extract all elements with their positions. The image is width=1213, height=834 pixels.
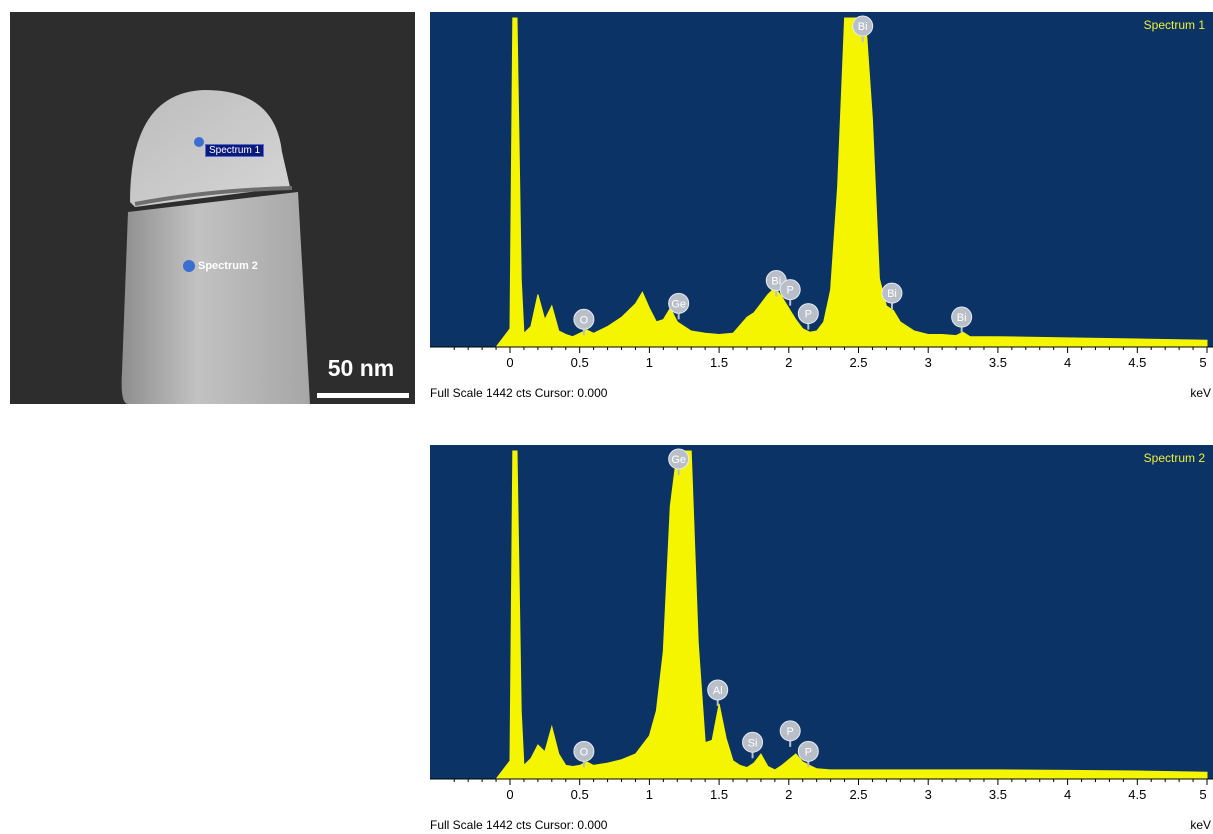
spectrum-2-x-tick-label: 0 — [506, 787, 513, 802]
spectrum-2-peak-label: Al — [713, 685, 723, 697]
spectrum-2-x-tick-label: 4.5 — [1128, 787, 1146, 802]
spectrum-1-svg: 0 0.5 1 1.5 2 2.5 3 3.5 4 4.5 5 O Ge Bi PP Bi Bi Bi — [430, 12, 1213, 370]
spectrum-1-x-tick-label: 4.5 — [1128, 355, 1146, 370]
scale-bar-label: 50 nm — [327, 355, 395, 381]
spectrum-1-peak-label: Bi — [771, 276, 781, 288]
spectrum-1-peak-marker-p: P — [797, 303, 819, 330]
spectrum-2-peak-label: Ge — [671, 454, 686, 466]
spectrum-2-x-tick-label: 1.5 — [710, 787, 728, 802]
spectrum-1-xlabel: keV — [1190, 386, 1211, 400]
spectrum-2-title: Spectrum 2 — [1143, 451, 1205, 465]
spectrum-2-peak-label: P — [805, 746, 812, 758]
spectrum-2-xlabel: keV — [1190, 818, 1211, 832]
spectrum-1-x-tick-label: 0.5 — [571, 355, 589, 370]
spectrum-1-peak-label: Bi — [858, 21, 868, 33]
nanowire-body — [121, 192, 310, 404]
spectrum-2-peak-marker-p: P — [797, 740, 819, 768]
spectrum-1-peak-marker-p: P — [779, 279, 801, 306]
spectrum-2-x-tick-label: 5 — [1199, 787, 1206, 802]
spectrum-1-x-tick-label: 3 — [925, 355, 932, 370]
spectrum-2-x-tick-label: 2 — [785, 787, 792, 802]
spectrum-2-x-tick-label: 2.5 — [849, 787, 867, 802]
spectrum-2-peak-label: O — [580, 746, 589, 758]
spectrum-1-x-tick-label: 5 — [1199, 355, 1206, 370]
spectrum-2-footer: Full Scale 1442 cts Cursor: 0.000 — [430, 818, 608, 832]
spectrum-1-peak-label: P — [787, 285, 794, 297]
spectrum-2-peak-label: P — [787, 726, 794, 738]
spectrum-1-peak-label: Ge — [671, 298, 686, 310]
spectrum-2-chart: 0 0.5 1 1.5 2 2.5 3 3.5 4 4.5 5 O Ge Al Si P P Spectrum … — [430, 445, 1213, 834]
spectrum-2-x-tick-label: 3 — [925, 787, 932, 802]
spectrum-1-peak-marker-ge: Ge — [668, 292, 690, 320]
spectrum-1-peak-label: Bi — [887, 288, 897, 300]
spectrum-1-spectrum-fill — [495, 17, 1208, 348]
spectrum-2-peak-marker-p: P — [779, 720, 801, 747]
spectrum-2-x-tick-label: 4 — [1064, 787, 1071, 802]
spectrum-2-peak-label: Si — [748, 737, 758, 749]
spectrum-1-title: Spectrum 1 — [1143, 18, 1205, 32]
spectrum-1-footer: Full Scale 1442 cts Cursor: 0.000 — [430, 386, 608, 400]
spectrum-1-peak-marker-bi: Bi — [881, 282, 903, 310]
spectrum-2-peak-marker-ge: Ge — [668, 448, 690, 475]
spectrum-2-svg: 0 0.5 1 1.5 2 2.5 3 3.5 4 4.5 5 O Ge Al Si PP — [430, 445, 1213, 802]
spectrum-1-x-tick-label: 1 — [646, 355, 653, 370]
spectrum-1-peak-label: Bi — [957, 312, 967, 324]
spectrum-1-x-tick-label: 2 — [785, 355, 792, 370]
spectrum-1-peak-marker-o: O — [573, 308, 595, 336]
spectrum-2-x-tick-label: 0.5 — [571, 787, 589, 802]
spectrum-2-peak-marker-si: Si — [742, 731, 764, 759]
spectrum-1-chart: 0 0.5 1 1.5 2 2.5 3 3.5 4 4.5 5 O Ge Bi P P Bi Bi Bi Spect… — [430, 12, 1213, 402]
spectrum-2-spectrum-fill — [495, 450, 1208, 780]
spectrum-1-x-tick-label: 0 — [506, 355, 513, 370]
spectrum-2-x-tick-label: 3.5 — [989, 787, 1007, 802]
spectrum-2-plot-area — [430, 445, 1213, 779]
scale-bar — [317, 393, 409, 398]
spectrum-1-x-tick-label: 4 — [1064, 355, 1071, 370]
spot-marker-2 — [183, 260, 195, 272]
spectrum-1-x-tick-label: 1.5 — [710, 355, 728, 370]
spectrum-1-peak-marker-bi: Bi — [951, 306, 973, 334]
spot-label-1: Spectrum 1 — [205, 144, 265, 157]
spectrum-1-peak-label: O — [580, 314, 589, 326]
spot-label-2: Spectrum 2 — [198, 260, 258, 272]
spectrum-2-peak-marker-o: O — [573, 740, 595, 768]
spot-marker-1 — [194, 137, 204, 147]
spectrum-1-x-tick-label: 3.5 — [989, 355, 1007, 370]
nanowire-image — [121, 90, 310, 404]
cap-interface — [134, 186, 293, 206]
spectrum-1-x-tick-label: 2.5 — [849, 355, 867, 370]
spectrum-1-peak-label: P — [805, 309, 812, 321]
spectrum-1-plot-area — [430, 12, 1213, 347]
spectrum-1-peak-marker-bi: Bi — [852, 15, 874, 42]
stem-micrograph: Spectrum 1 Spectrum 2 50 nm — [10, 12, 415, 404]
spectrum-2-x-tick-label: 1 — [646, 787, 653, 802]
spectrum-2-peak-marker-al: Al — [707, 679, 729, 706]
